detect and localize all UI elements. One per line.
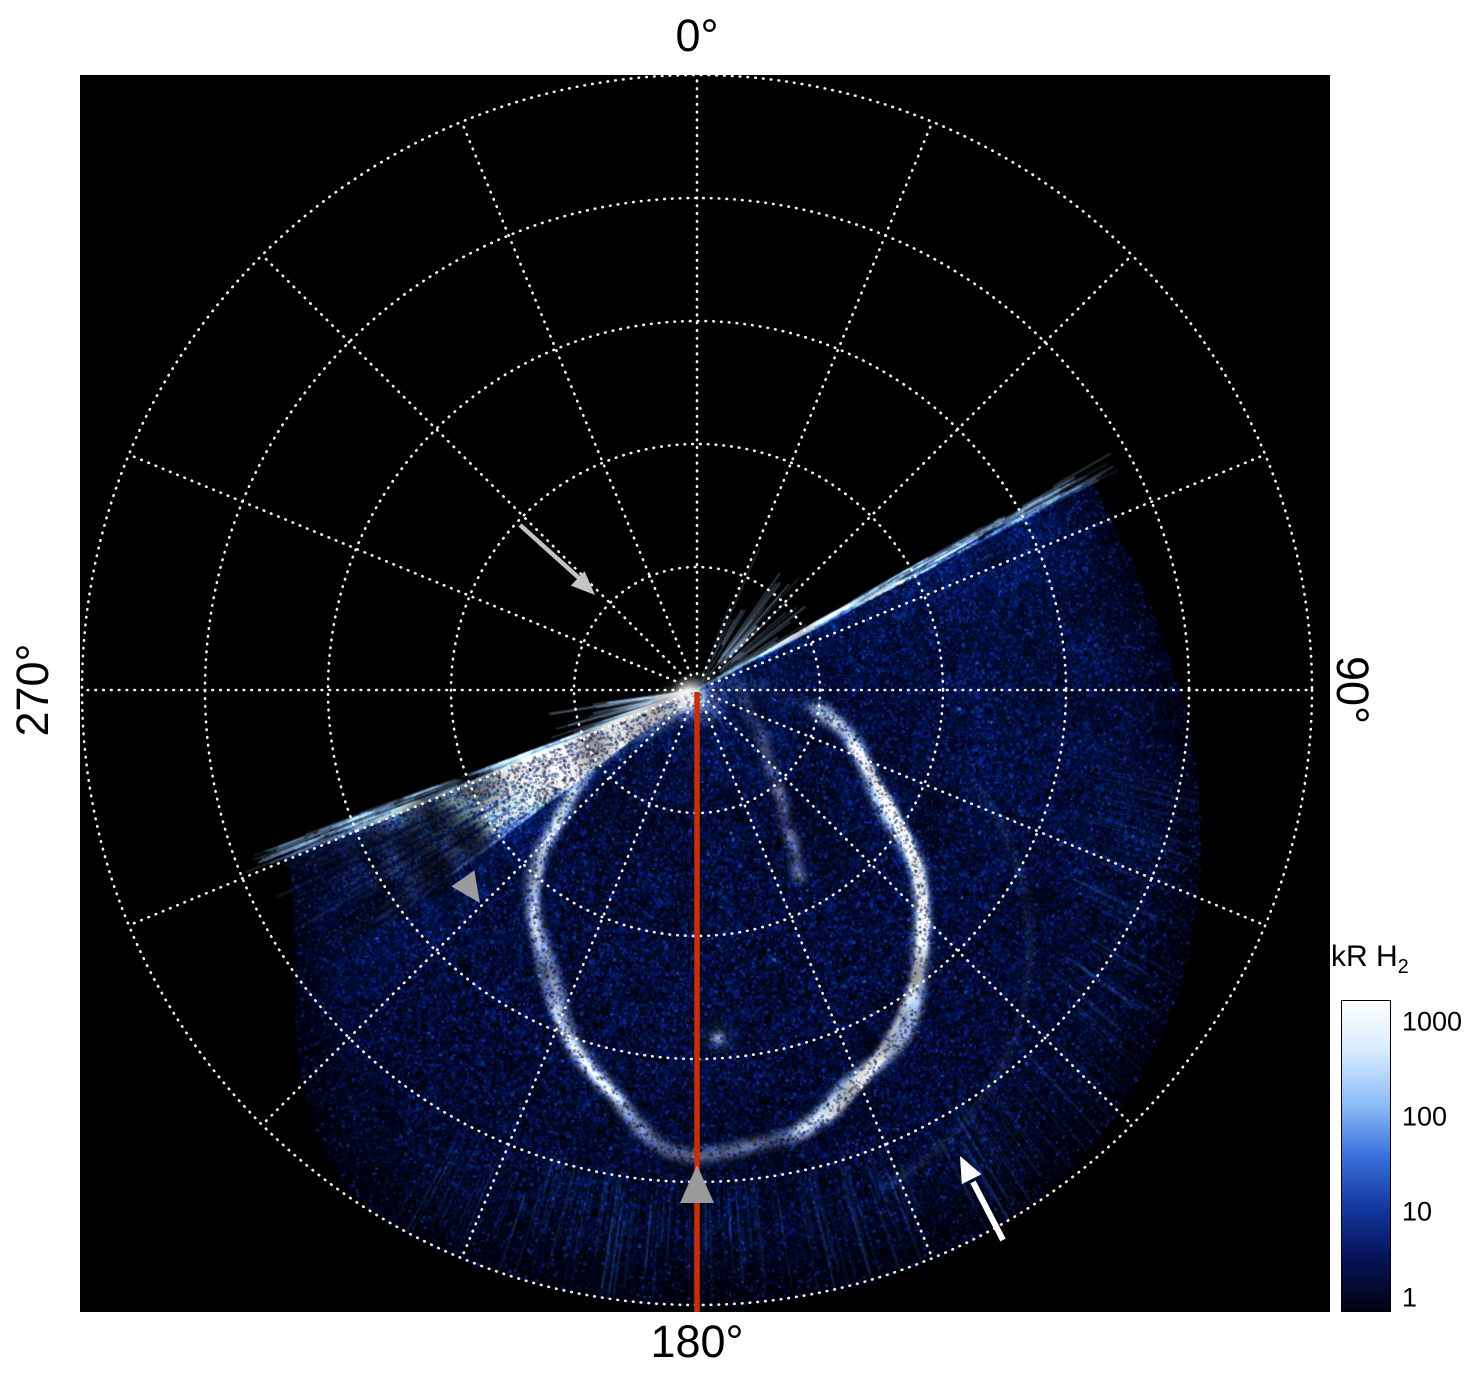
white-arrow-head-icon	[960, 1156, 982, 1185]
angle-label-270: 270°	[7, 643, 58, 737]
grid-ring	[326, 319, 1068, 1061]
grid-spoke	[710, 453, 1267, 686]
gray-arrowhead-meridian-icon	[680, 1165, 714, 1203]
colorbar-tick: 1000	[1402, 1006, 1463, 1037]
angle-label-90: 90°	[1327, 655, 1378, 725]
gray-arrow-shaft	[518, 523, 581, 580]
colorbar-title: kR H2	[1331, 940, 1409, 979]
grid-ring	[449, 442, 945, 938]
colorbar-tick: 100	[1402, 1101, 1448, 1132]
gray-arrow-head-icon	[570, 571, 595, 595]
angle-label-0: 0°	[675, 10, 719, 61]
colorbar-title-sub: 2	[1397, 956, 1409, 978]
plot-area	[80, 75, 1330, 1312]
gray-arrow-upper-left	[518, 523, 595, 595]
grid-spoke	[127, 694, 684, 927]
white-arrow-lower-right	[960, 1156, 1006, 1242]
grid-spoke	[460, 120, 693, 677]
colorbar-tick: 10	[1402, 1196, 1433, 1227]
colorbar-ticks: 1000 100 10 1	[1402, 1000, 1477, 1312]
grid-spoke	[127, 453, 684, 686]
gray-arrowhead-left-icon	[451, 870, 480, 903]
colorbar-title-main: kR H	[1331, 940, 1398, 973]
grid-spoke	[260, 699, 688, 1127]
grid-spoke	[710, 694, 1267, 927]
grid-spoke	[701, 703, 934, 1260]
angle-label-180: 180°	[650, 1316, 744, 1367]
white-arrow-shaft	[970, 1180, 1006, 1242]
colorbar-tick: 1	[1402, 1282, 1418, 1313]
grid-spoke	[706, 253, 1134, 681]
grid-ring	[572, 565, 822, 815]
grid-spoke	[260, 253, 688, 681]
grid-spoke	[706, 699, 1134, 1127]
grid-spoke	[460, 703, 693, 1260]
colorbar-bar	[1341, 1000, 1391, 1312]
grid-spoke	[701, 120, 934, 677]
plot-overlay	[80, 75, 1314, 1312]
